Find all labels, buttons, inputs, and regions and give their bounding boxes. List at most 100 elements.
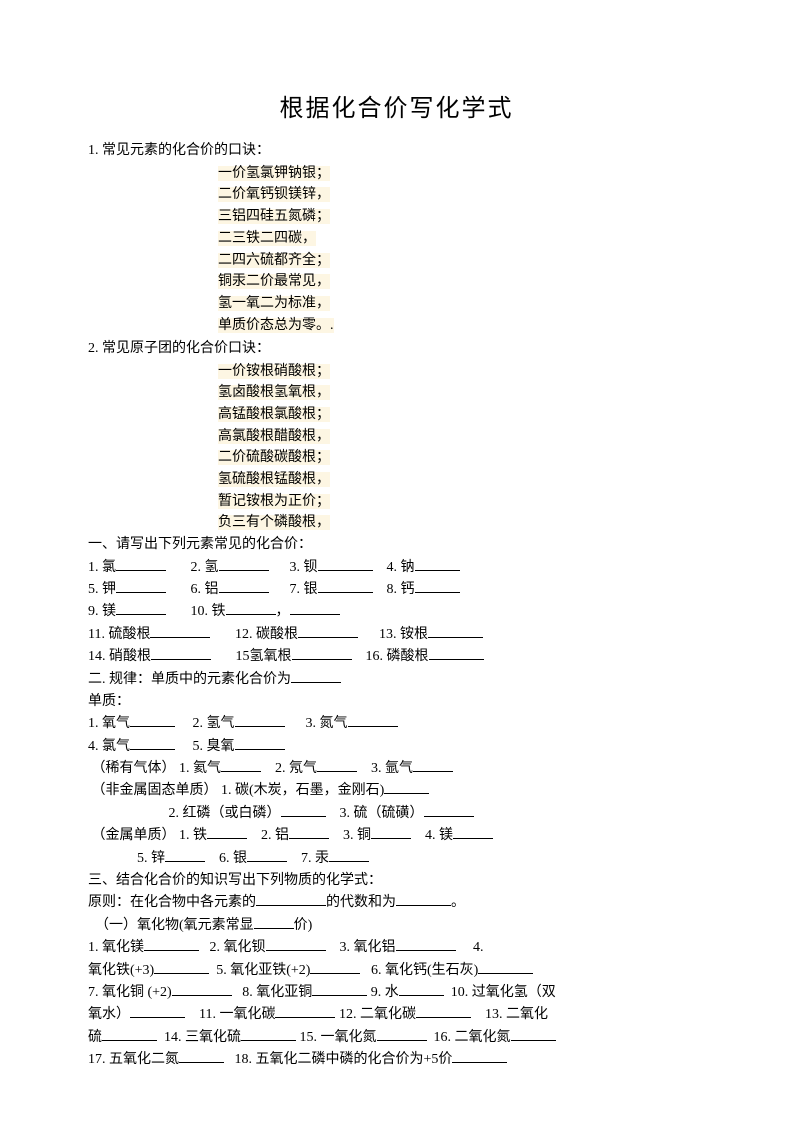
- part-a-heading: 一、请写出下列元素常见的化合价：: [88, 534, 705, 556]
- question-row: 氧水） 11. 一氧化碳 12. 二氧化碳 13. 二氧化: [88, 1004, 705, 1026]
- answer-blank[interactable]: [266, 937, 326, 951]
- answer-blank[interactable]: [415, 557, 460, 571]
- q-label: 氧水）: [88, 1007, 130, 1022]
- q-label: 7. 氧化铜 (+2): [88, 985, 172, 1000]
- answer-blank[interactable]: [179, 1049, 224, 1063]
- answer-blank[interactable]: [396, 937, 456, 951]
- rare-gas-label: （稀有气体）: [92, 761, 176, 776]
- q-label: 9. 水: [371, 985, 399, 1000]
- comma: ，: [276, 604, 290, 619]
- q-label: 4.: [473, 940, 484, 955]
- answer-blank[interactable]: [254, 915, 294, 929]
- answer-blank[interactable]: [396, 892, 451, 906]
- answer-blank[interactable]: [371, 825, 411, 839]
- answer-blank[interactable]: [235, 713, 285, 727]
- answer-blank[interactable]: [130, 713, 175, 727]
- partb-text: 二. 规律：单质中的元素化合价为: [88, 672, 291, 687]
- answer-blank[interactable]: [318, 579, 373, 593]
- metal-label: （金属单质）: [92, 828, 176, 843]
- answer-blank[interactable]: [329, 848, 369, 862]
- answer-blank[interactable]: [241, 1027, 296, 1041]
- answer-blank[interactable]: [290, 601, 340, 615]
- q-label: 2. 红磷（或白磷）: [169, 806, 281, 821]
- answer-blank[interactable]: [154, 960, 209, 974]
- answer-blank[interactable]: [310, 960, 360, 974]
- q-label: 11. 一氧化碳: [199, 1007, 275, 1022]
- question-row: 2. 红磷（或白磷） 3. 硫（硫磺）: [88, 803, 705, 825]
- answer-blank[interactable]: [292, 646, 352, 660]
- q-label: 12. 碳酸根: [235, 627, 298, 642]
- answer-blank[interactable]: [348, 713, 398, 727]
- answer-blank[interactable]: [116, 601, 166, 615]
- answer-blank[interactable]: [452, 1049, 507, 1063]
- q-label: 3. 钡: [290, 560, 318, 575]
- q-label: 8. 氧化亚铜: [242, 985, 312, 1000]
- mnemonic2-line: 负三有个磷酸根，: [218, 515, 330, 530]
- answer-blank[interactable]: [281, 803, 326, 817]
- answer-blank[interactable]: [399, 982, 444, 996]
- question-row: 4. 氯气 5. 臭氧: [88, 736, 705, 758]
- answer-blank[interactable]: [291, 669, 341, 683]
- answer-blank[interactable]: [416, 1004, 471, 1018]
- answer-blank[interactable]: [428, 624, 483, 638]
- answer-blank[interactable]: [130, 736, 175, 750]
- answer-blank[interactable]: [219, 579, 269, 593]
- mnemonic1-line: 一价氢氯钾钠银；: [218, 166, 330, 181]
- q-label: 16. 二氧化氮: [434, 1030, 511, 1045]
- q-label: 14. 三氧化硫: [164, 1030, 241, 1045]
- answer-blank[interactable]: [318, 557, 373, 571]
- q-label: 2. 铝: [261, 828, 289, 843]
- answer-blank[interactable]: [289, 825, 329, 839]
- q-label: 4. 镁: [425, 828, 453, 843]
- q-label: 4. 氯气: [88, 739, 130, 754]
- answer-blank[interactable]: [151, 646, 211, 660]
- mnemonic2-line: 高氯酸根醋酸根，: [218, 429, 330, 444]
- answer-blank[interactable]: [150, 624, 210, 638]
- answer-blank[interactable]: [130, 1004, 185, 1018]
- answer-blank[interactable]: [116, 579, 166, 593]
- answer-blank[interactable]: [165, 848, 205, 862]
- nonmetal-label: （非金属固态单质）: [92, 783, 218, 798]
- mnemonic1-line: 三铝四硅五氮磷；: [218, 209, 330, 224]
- q-label: 3. 氮气: [306, 716, 348, 731]
- answer-blank[interactable]: [384, 780, 429, 794]
- mnemonic2-line: 一价铵根硝酸根；: [218, 364, 330, 379]
- question-row: 1. 氧气 2. 氢气 3. 氮气: [88, 713, 705, 735]
- answer-blank[interactable]: [511, 1027, 556, 1041]
- answer-blank[interactable]: [219, 557, 269, 571]
- answer-blank[interactable]: [453, 825, 493, 839]
- mnemonic2-line: 高锰酸根氯酸根；: [218, 407, 330, 422]
- answer-blank[interactable]: [312, 982, 367, 996]
- answer-blank[interactable]: [207, 825, 247, 839]
- answer-blank[interactable]: [144, 937, 199, 951]
- answer-blank[interactable]: [221, 758, 261, 772]
- answer-blank[interactable]: [317, 758, 357, 772]
- answer-blank[interactable]: [424, 803, 474, 817]
- answer-blank[interactable]: [377, 1027, 427, 1041]
- question-row: 1. 氧化镁 2. 氧化钡 3. 氧化铝 4.: [88, 937, 705, 959]
- answer-blank[interactable]: [226, 601, 276, 615]
- q-label: 1. 铁: [179, 828, 207, 843]
- q-label: 2. 氖气: [275, 761, 317, 776]
- question-row: 硫 14. 三氧化硫 15. 一氧化氮 16. 二氧化氮: [88, 1027, 705, 1049]
- q-label: 13. 二氧化: [485, 1007, 548, 1022]
- answer-blank[interactable]: [275, 1004, 335, 1018]
- mnemonic-2: 一价铵根硝酸根； 氢卤酸根氢氧根， 高锰酸根氯酸根； 高氯酸根醋酸根， 二价硫酸…: [218, 361, 705, 535]
- question-row: 9. 镁 10. 铁，: [88, 601, 705, 623]
- answer-blank[interactable]: [116, 557, 166, 571]
- q-label: 15氢氧根: [236, 649, 292, 664]
- q-label: 5. 氧化亚铁(+2): [216, 963, 310, 978]
- q-label: 18. 五氧化二磷中磷的化合价为+5价: [235, 1052, 453, 1067]
- answer-blank[interactable]: [256, 892, 326, 906]
- mnemonic1-line: 二四六硫都齐全；: [218, 253, 330, 268]
- answer-blank[interactable]: [478, 960, 533, 974]
- answer-blank[interactable]: [298, 624, 358, 638]
- answer-blank[interactable]: [235, 736, 285, 750]
- answer-blank[interactable]: [247, 848, 287, 862]
- answer-blank[interactable]: [415, 579, 460, 593]
- answer-blank[interactable]: [102, 1027, 157, 1041]
- question-row: 17. 五氧化二氮 18. 五氧化二磷中磷的化合价为+5价: [88, 1049, 705, 1071]
- answer-blank[interactable]: [172, 982, 232, 996]
- answer-blank[interactable]: [429, 646, 484, 660]
- answer-blank[interactable]: [413, 758, 453, 772]
